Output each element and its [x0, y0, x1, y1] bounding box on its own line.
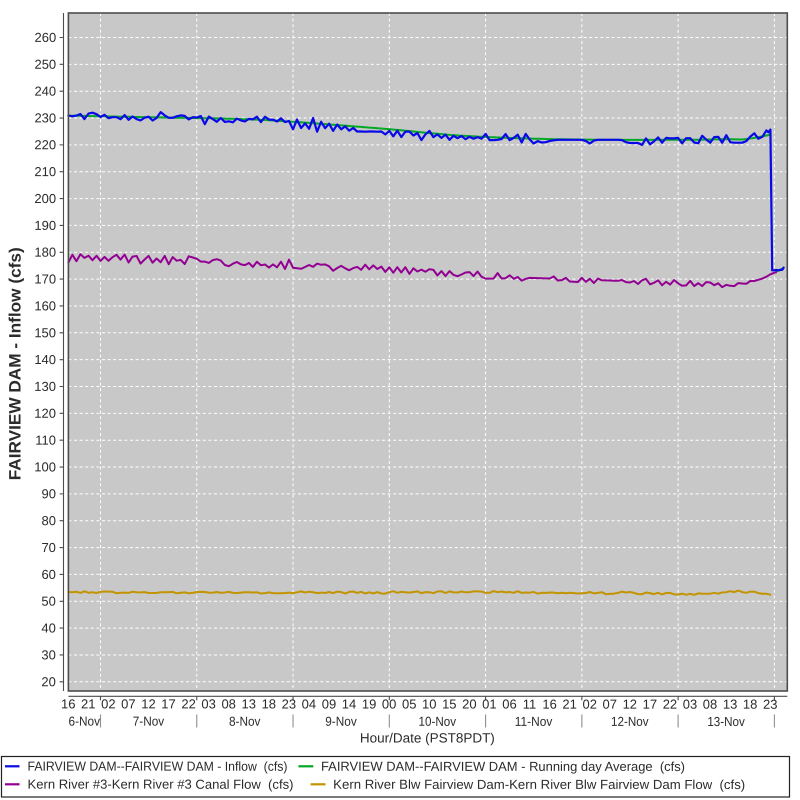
svg-text:03: 03	[683, 697, 697, 712]
svg-text:17: 17	[161, 696, 175, 711]
svg-text:08: 08	[703, 697, 717, 712]
svg-text:07: 07	[603, 697, 617, 712]
svg-text:17: 17	[643, 697, 657, 712]
svg-text:80: 80	[41, 513, 55, 528]
svg-text:6-Nov: 6-Nov	[69, 714, 101, 729]
svg-text:160: 160	[34, 298, 56, 313]
svg-text:10: 10	[422, 697, 436, 712]
svg-text:FAIRVIEW DAM - Inflow (cfs): FAIRVIEW DAM - Inflow (cfs)	[6, 247, 24, 480]
svg-text:Kern River #3-Kern River #3 Ca: Kern River #3-Kern River #3 Canal Flow (…	[27, 777, 293, 792]
svg-text:06: 06	[502, 697, 516, 712]
svg-text:240: 240	[34, 84, 56, 99]
svg-text:01: 01	[482, 697, 496, 712]
svg-text:140: 140	[34, 352, 56, 367]
svg-text:13-Nov: 13-Nov	[707, 714, 745, 729]
svg-text:11: 11	[523, 697, 537, 712]
svg-text:22: 22	[663, 697, 677, 712]
svg-text:04: 04	[302, 696, 316, 711]
svg-text:16: 16	[542, 697, 556, 712]
svg-text:20: 20	[41, 674, 55, 689]
svg-text:120: 120	[34, 406, 56, 421]
svg-text:7-Nov: 7-Nov	[133, 714, 165, 729]
svg-text:8-Nov: 8-Nov	[229, 714, 261, 729]
svg-text:23: 23	[282, 696, 296, 711]
svg-text:00: 00	[382, 696, 396, 711]
svg-text:150: 150	[34, 325, 56, 340]
svg-text:18: 18	[262, 696, 276, 711]
svg-text:Hour/Date (PST8PDT): Hour/Date (PST8PDT)	[360, 730, 495, 745]
svg-text:15: 15	[442, 697, 456, 712]
svg-text:02: 02	[101, 696, 115, 711]
svg-text:FAIRVIEW DAM--FAIRVIEW DAM - R: FAIRVIEW DAM--FAIRVIEW DAM - Running day…	[321, 759, 685, 774]
svg-text:21: 21	[562, 697, 576, 712]
svg-text:90: 90	[41, 486, 55, 501]
svg-text:12: 12	[623, 697, 637, 712]
svg-text:07: 07	[121, 696, 135, 711]
svg-text:260: 260	[34, 30, 56, 45]
svg-text:18: 18	[743, 697, 757, 712]
svg-text:110: 110	[35, 433, 56, 448]
svg-text:22: 22	[181, 696, 195, 711]
svg-text:14: 14	[342, 696, 356, 711]
svg-text:220: 220	[34, 137, 56, 152]
svg-text:250: 250	[34, 57, 56, 72]
svg-text:180: 180	[34, 245, 56, 260]
svg-text:08: 08	[221, 696, 235, 711]
svg-text:30: 30	[41, 647, 55, 662]
svg-text:170: 170	[34, 272, 56, 287]
svg-text:200: 200	[34, 191, 56, 206]
svg-text:05: 05	[402, 697, 416, 712]
svg-text:21: 21	[81, 696, 95, 711]
svg-text:13: 13	[723, 697, 737, 712]
svg-text:13: 13	[242, 696, 256, 711]
svg-text:230: 230	[34, 110, 56, 125]
svg-text:210: 210	[34, 164, 56, 179]
svg-text:190: 190	[34, 218, 56, 233]
svg-text:9-Nov: 9-Nov	[325, 714, 357, 729]
svg-text:130: 130	[34, 379, 56, 394]
svg-text:60: 60	[41, 567, 55, 582]
svg-text:11-Nov: 11-Nov	[515, 714, 553, 729]
svg-text:09: 09	[322, 696, 336, 711]
svg-text:20: 20	[462, 697, 476, 712]
svg-text:02: 02	[582, 697, 596, 712]
svg-text:10-Nov: 10-Nov	[419, 714, 457, 729]
svg-text:50: 50	[41, 594, 55, 609]
svg-text:40: 40	[41, 621, 55, 636]
svg-text:03: 03	[201, 696, 215, 711]
svg-text:23: 23	[763, 697, 777, 712]
svg-text:100: 100	[34, 459, 56, 474]
svg-text:Kern River Blw Fairview Dam-Ke: Kern River Blw Fairview Dam-Kern River B…	[333, 777, 745, 792]
svg-text:12: 12	[141, 696, 155, 711]
svg-text:16: 16	[61, 696, 75, 711]
svg-text:19: 19	[362, 696, 376, 711]
svg-text:12-Nov: 12-Nov	[611, 714, 649, 729]
svg-text:70: 70	[41, 540, 55, 555]
svg-text:FAIRVIEW DAM--FAIRVIEW DAM - I: FAIRVIEW DAM--FAIRVIEW DAM - Inflow (cfs…	[28, 759, 288, 774]
